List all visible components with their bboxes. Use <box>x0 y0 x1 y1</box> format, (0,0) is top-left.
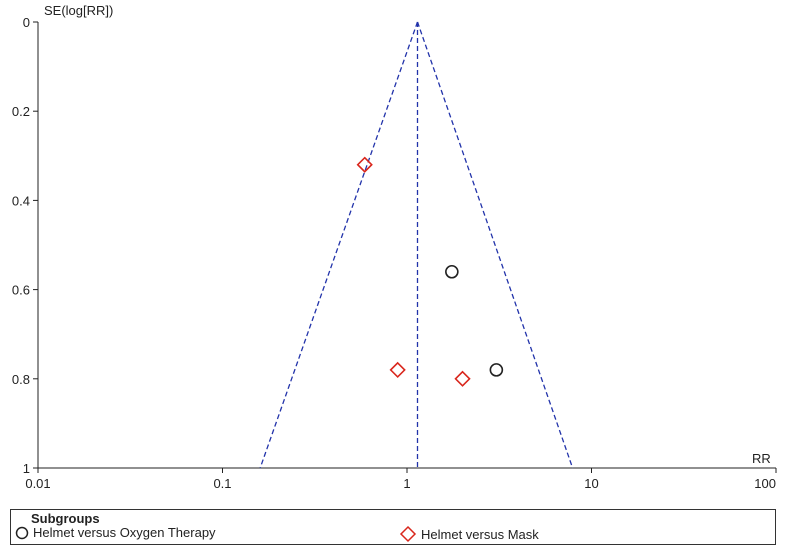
data-point-mask <box>356 156 373 173</box>
x-tick-label: 1 <box>403 476 410 491</box>
y-tick-label: 0.8 <box>12 372 30 387</box>
legend-label-mask: Helmet versus Mask <box>421 526 539 542</box>
legend-item-mask: Helmet versus Mask <box>399 525 539 543</box>
data-point-oxygen-therapy <box>489 363 504 377</box>
y-tick-label: 0 <box>23 15 30 30</box>
y-tick-label: 0.4 <box>12 193 30 208</box>
y-tick-label: 0.6 <box>12 283 30 298</box>
legend-title: Subgroups <box>29 511 102 526</box>
x-tick-label: 10 <box>584 476 598 491</box>
data-point-oxygen-therapy <box>445 264 459 279</box>
legend-label-oxygen-therapy: Helmet versus Oxygen Therapy <box>33 525 216 540</box>
x-tick-label: 0.1 <box>213 476 231 491</box>
circle-marker-icon <box>15 526 29 539</box>
y-axis-title: SE(log[RR]) <box>44 3 113 18</box>
x-tick-label: 100 <box>754 476 776 491</box>
y-tick-label: 0.2 <box>12 104 30 119</box>
funnel-plot: SE(log[RR]) RR 0 0.2 0.4 0.6 0.8 1 0.01 0.1 1 10… <box>12 3 777 491</box>
data-point-mask <box>389 361 406 379</box>
funnel-left-limit <box>259 21 419 469</box>
y-tick-label: 1 <box>23 461 30 476</box>
x-tick-label: 0.01 <box>25 476 50 491</box>
legend-item-oxygen-therapy: Helmet versus Oxygen Therapy <box>15 525 216 540</box>
legend: Subgroups Helmet versus Oxygen Therapy H… <box>10 509 776 545</box>
diamond-marker-icon <box>399 525 417 543</box>
data-point-mask <box>454 370 471 387</box>
x-axis-title: RR <box>752 451 771 466</box>
funnel-right-limit <box>416 21 574 469</box>
